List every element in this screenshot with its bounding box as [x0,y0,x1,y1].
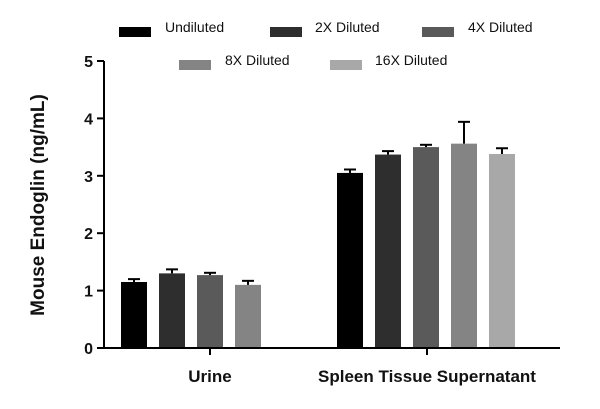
y-tick-label-5: 5 [84,54,93,71]
y-tick-label-0: 0 [84,341,93,358]
legend: Undiluted 2X Diluted 4X Diluted 8X Diluted 1… [119,19,533,70]
axes: 0 1 2 3 4 5 Urine Spleen Tissue Supernatant [84,54,560,386]
y-tick-label-2: 2 [84,226,93,243]
y-axis-label: Mouse Endoglin (ng/mL) [28,94,49,316]
legend-swatch-3 [422,27,454,37]
bar-2-3 [413,147,439,348]
bar-2-1 [337,172,363,348]
bar-2-5 [489,153,515,348]
y-tick-label-1: 1 [84,284,93,301]
bars [121,120,515,348]
y-tick-label-3: 3 [84,169,93,186]
legend-label-5: 16X Diluted [375,52,447,68]
x-category-label-1: Urine [188,367,231,386]
legend-swatch-1 [119,27,151,37]
legend-swatch-4 [179,60,211,70]
bar-1-1 [121,281,147,348]
legend-label-3: 4X Diluted [468,19,533,35]
legend-swatch-2 [270,27,302,37]
x-category-label-2: Spleen Tissue Supernatant [318,367,536,386]
bar-1-2 [159,273,185,348]
y-tick-label-4: 4 [84,111,93,128]
bar-1-4 [235,284,261,348]
legend-label-2: 2X Diluted [315,19,380,35]
bar-2-4 [451,143,477,348]
legend-swatch-5 [330,60,362,70]
bar-1-3 [197,275,223,348]
bar-2-2 [375,154,401,348]
legend-label-4: 8X Diluted [225,52,290,68]
legend-label-1: Undiluted [165,19,224,35]
